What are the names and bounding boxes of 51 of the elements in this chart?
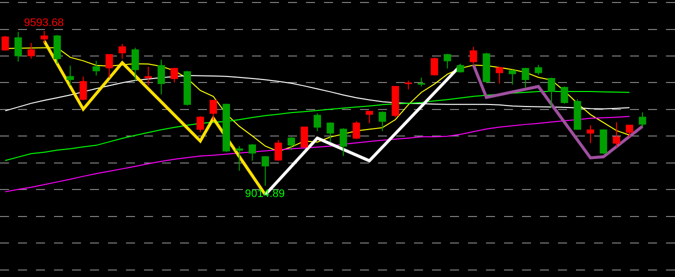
candlestick xyxy=(430,57,438,76)
candlestick xyxy=(600,128,608,154)
candlestick xyxy=(132,47,139,82)
candlestick xyxy=(274,139,282,162)
candlestick xyxy=(482,52,490,83)
candlestick xyxy=(288,136,296,151)
candlestick xyxy=(352,120,360,140)
candlestick xyxy=(326,122,334,143)
candlestick xyxy=(80,76,87,101)
candlestick xyxy=(456,63,464,74)
candlestick xyxy=(314,112,322,132)
candlestick xyxy=(262,155,269,186)
candlestick xyxy=(522,67,530,88)
candlestick xyxy=(340,128,348,156)
candlestick xyxy=(40,30,48,44)
candlestick xyxy=(548,77,556,108)
candlestick xyxy=(2,35,9,52)
candlestick xyxy=(66,65,74,86)
candlestick xyxy=(638,112,646,128)
candlestick xyxy=(418,77,426,87)
candlestick xyxy=(170,67,178,83)
candlestick xyxy=(300,126,308,148)
candlestick xyxy=(184,70,191,106)
candlestick xyxy=(626,124,634,138)
candlestick xyxy=(144,66,152,86)
candlestick xyxy=(106,54,113,78)
candlestick xyxy=(248,143,256,162)
candlestick xyxy=(196,116,204,133)
candlestick xyxy=(470,46,478,64)
candlestick xyxy=(586,124,594,144)
annotation: 9593.68 xyxy=(24,17,64,29)
candlestick xyxy=(236,146,243,172)
candlestick xyxy=(404,80,412,90)
candlestick xyxy=(508,69,516,86)
candlestick xyxy=(92,60,100,76)
candlestick xyxy=(366,110,374,124)
candlestick xyxy=(574,98,582,130)
candlestick xyxy=(444,53,452,70)
candlestick xyxy=(560,86,568,104)
candlestick xyxy=(612,122,620,148)
candlestick xyxy=(14,31,22,62)
candlestick xyxy=(496,66,504,84)
candlestick xyxy=(54,34,61,64)
candlestick xyxy=(158,59,165,95)
candlestick xyxy=(392,86,400,118)
candlestick xyxy=(28,42,35,60)
candlestick xyxy=(118,43,126,60)
candlestick xyxy=(378,110,386,132)
annotation: 9014.89 xyxy=(245,188,285,200)
candlestick xyxy=(210,100,217,121)
candlestick xyxy=(222,103,230,152)
